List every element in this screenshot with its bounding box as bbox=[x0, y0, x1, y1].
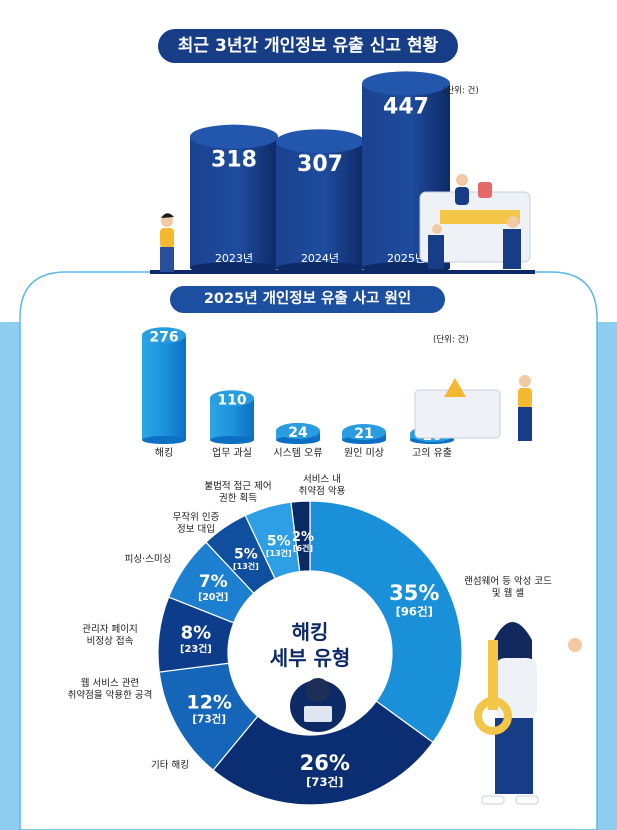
donut-category-3: 관리자 페이지 비정상 접속 bbox=[82, 624, 137, 647]
bar-0 bbox=[190, 136, 278, 268]
donut-slice-1 bbox=[212, 700, 434, 806]
donut-count-3: [23건] bbox=[180, 642, 212, 655]
donut-count-5: [13건] bbox=[233, 561, 259, 571]
cause-bar-value-3: 21 bbox=[354, 426, 373, 442]
server-team-illustration bbox=[419, 174, 531, 269]
cause-bar-base-2 bbox=[276, 436, 320, 444]
cause-bar-category-3: 원인 미상 bbox=[344, 447, 384, 459]
cause-bar-category-1: 업무 과실 bbox=[212, 446, 252, 459]
section-title: 2025년 개인정보 유출 사고 원인 bbox=[170, 286, 445, 313]
cause-bar-value-0: 276 bbox=[149, 329, 178, 345]
bar-value-0: 318 bbox=[211, 148, 257, 173]
cause-bar-top-1 bbox=[210, 390, 254, 407]
donut-category-5: 무작위 인증 정보 대입 bbox=[173, 511, 220, 535]
donut-count-7: [6건] bbox=[293, 543, 313, 553]
donut-count-6: [13건] bbox=[266, 548, 292, 558]
donut-percent-0: 35% bbox=[389, 581, 439, 605]
cause-bar-value-1: 110 bbox=[217, 392, 246, 408]
cause-bar-base-0 bbox=[142, 436, 186, 444]
cause-bar-category-2: 시스템 오류 bbox=[273, 447, 322, 459]
donut-percent-1: 26% bbox=[300, 751, 350, 775]
cause-bar-top-0 bbox=[142, 327, 186, 344]
donut-slice-0 bbox=[309, 500, 463, 744]
bar-top-1 bbox=[276, 129, 364, 154]
hacking-donut-chart: 35%[96건]26%[73건]12%[73건]8%[23건]7%[20건]5%… bbox=[68, 474, 552, 806]
bar-category-2: 2025년 bbox=[387, 252, 425, 265]
donut-category-1: 기타 해킹 bbox=[151, 759, 189, 771]
cause-bar-0 bbox=[142, 335, 186, 440]
cause-bar-value-2: 24 bbox=[288, 425, 308, 441]
donut-category-6: 불법적 접근 제어 권한 획득 bbox=[204, 480, 271, 504]
cause-bar-category-0: 해킹 bbox=[155, 446, 173, 459]
unit-label-top: (단위: 건) bbox=[443, 86, 479, 96]
woman-with-key-illustration bbox=[474, 622, 582, 805]
donut-category-0: 랜섬웨어 등 악성 코드 및 웹 셸 bbox=[464, 575, 552, 599]
donut-category-2: 웹 서비스 관련 취약점을 악용한 공격 bbox=[68, 678, 153, 701]
bar-value-1: 307 bbox=[297, 152, 343, 177]
cause-bar-category-4: 고의 유출 bbox=[412, 447, 452, 459]
bar-top-0 bbox=[190, 124, 278, 149]
warning-monitor-illustration bbox=[414, 375, 532, 441]
donut-count-4: [20건] bbox=[198, 591, 228, 603]
donut-percent-7: 2% bbox=[292, 530, 314, 545]
page-title: 최근 3년간 개인정보 유출 신고 현황 bbox=[158, 29, 458, 63]
donut-slice-7 bbox=[290, 500, 311, 573]
cause-bar-top-2 bbox=[276, 422, 320, 439]
unit-label-causes: (단위: 건) bbox=[433, 335, 469, 345]
bar-1 bbox=[276, 141, 364, 268]
person-thinking-illustration bbox=[150, 213, 190, 274]
donut-count-0: [96건] bbox=[396, 605, 433, 619]
bar-category-1: 2024년 bbox=[301, 252, 339, 265]
bar-value-2: 447 bbox=[383, 94, 429, 119]
hacker-illustration bbox=[290, 678, 346, 732]
donut-category-4: 피싱·스미싱 bbox=[125, 554, 172, 565]
bar-top-2 bbox=[362, 71, 450, 96]
donut-percent-3: 8% bbox=[181, 623, 212, 644]
bar-category-0: 2023년 bbox=[215, 252, 253, 265]
cause-bar-top-3 bbox=[342, 424, 386, 441]
donut-percent-2: 12% bbox=[186, 691, 231, 713]
donut-center-line2: 세부 유형 bbox=[270, 646, 351, 670]
donut-count-2: [73건] bbox=[192, 713, 226, 726]
donut-count-1: [73건] bbox=[306, 775, 343, 789]
chart1-baseline bbox=[150, 270, 535, 274]
donut-category-7: 서비스 내 취약점 악용 bbox=[299, 474, 346, 497]
cause-bar-base-1 bbox=[210, 436, 254, 444]
donut-percent-4: 7% bbox=[199, 572, 228, 592]
donut-percent-5: 5% bbox=[234, 547, 258, 563]
donut-center-line1: 해킹 bbox=[292, 620, 329, 644]
donut-percent-6: 5% bbox=[267, 533, 291, 549]
